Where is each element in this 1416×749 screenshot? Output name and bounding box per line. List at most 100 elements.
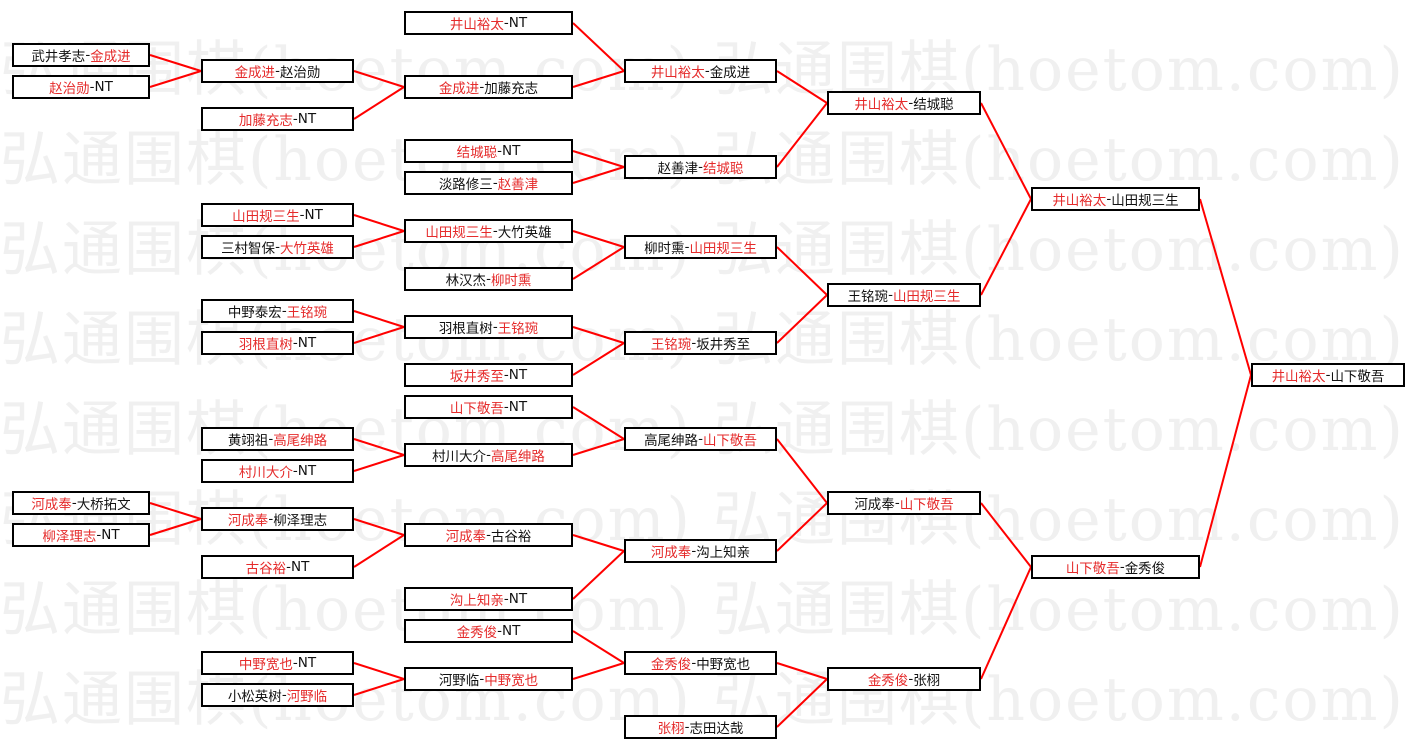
match-box: 金成进 - 赵治勋	[201, 59, 354, 83]
player-a: 山下敬吾	[1065, 561, 1120, 577]
player-a: 坂井秀至	[449, 369, 504, 385]
player-a: 山下敬吾	[449, 401, 504, 417]
player-a: 河成奉	[445, 529, 487, 545]
player-b: 王铭琬	[497, 321, 539, 337]
separator: -	[292, 111, 298, 127]
player-a: 淡路修三	[438, 177, 493, 193]
connector-line	[353, 534, 405, 568]
player-b: 山田规三生	[1111, 193, 1179, 209]
connector-line	[1199, 374, 1252, 568]
player-a: 王铭琬	[847, 289, 889, 305]
match-box: 村川大介 - NT	[201, 459, 354, 483]
separator: -	[704, 63, 710, 79]
player-b: 大桥拓文	[76, 497, 131, 513]
player-b: NT	[297, 655, 317, 671]
match-box: 金秀俊 - 中野宽也	[624, 651, 777, 675]
connector-line	[353, 86, 405, 120]
match-box: 张栩 - 志田达哉	[624, 715, 777, 739]
player-a: 井山裕太	[1052, 193, 1107, 209]
match-box: 中野宽也 - NT	[201, 651, 354, 675]
connector-line	[776, 678, 828, 728]
connector-line	[353, 230, 405, 248]
separator: -	[96, 527, 102, 543]
match-box: 河成奉 - 山下敬吾	[827, 491, 981, 515]
match-box: 古谷裕 - NT	[201, 555, 354, 579]
match-box: 山田规三生 - NT	[201, 203, 354, 227]
separator: -	[71, 495, 77, 511]
separator: -	[1106, 191, 1112, 207]
player-b: 志田达哉	[689, 721, 744, 737]
match-box: 山田规三生 - 大竹英雄	[404, 219, 573, 243]
match-box: 柳泽理志 - NT	[12, 523, 150, 547]
separator: -	[503, 399, 509, 415]
match-box: 山下敬吾 - NT	[404, 395, 573, 419]
player-b: 山下敬吾	[1330, 369, 1385, 385]
player-b: 古谷裕	[490, 529, 532, 545]
player-b: 中野宽也	[696, 657, 751, 673]
match-box: 井山裕太 - 金成进	[624, 59, 777, 83]
connector-line	[353, 678, 405, 696]
match-box: 柳时熏 - 山田规三生	[624, 235, 777, 259]
match-box: 赵善津 - 结城聪	[624, 155, 777, 179]
separator: -	[908, 671, 914, 687]
match-box: 河成奉 - 大桥拓文	[12, 491, 150, 515]
player-a: 河成奉	[650, 545, 692, 561]
player-b: 金成进	[709, 65, 751, 81]
player-b: 金秀俊	[1124, 561, 1166, 577]
connector-line	[776, 438, 828, 504]
match-box: 沟上知亲 - NT	[404, 587, 573, 611]
match-box: 王铭琬 - 坂井秀至	[624, 331, 777, 355]
player-b: NT	[291, 559, 310, 575]
separator: -	[486, 447, 491, 463]
player-b: 坂井秀至	[696, 337, 751, 353]
player-a: 结城聪	[456, 145, 498, 161]
separator: -	[299, 207, 305, 223]
connector-line	[353, 438, 405, 456]
connector-line	[149, 518, 202, 536]
separator: -	[89, 79, 95, 95]
separator: -	[503, 367, 509, 383]
player-b: 河野临	[286, 689, 328, 705]
player-a: 林汉杰	[445, 273, 487, 289]
player-a: 赵善津	[657, 161, 699, 177]
separator: -	[492, 175, 498, 191]
connector-line	[149, 502, 202, 520]
separator: -	[275, 239, 280, 255]
match-box: 金秀俊 - NT	[404, 619, 573, 643]
player-b: NT	[508, 15, 528, 31]
player-a: 井山裕太	[854, 97, 909, 113]
watermark-text: 弘通围棋(hoetom.com) 弘通围棋(hoetom.com) 弘通围棋(h…	[0, 575, 1416, 645]
player-a: 赵治勋	[49, 81, 90, 97]
separator: -	[85, 47, 91, 63]
connector-line	[572, 342, 625, 376]
separator: -	[503, 15, 509, 31]
separator: -	[1325, 367, 1331, 383]
match-box: 淡路修三 - 赵善津	[404, 171, 573, 195]
separator: -	[292, 655, 298, 671]
player-a: 羽根直树	[238, 337, 293, 353]
connector-line	[572, 534, 625, 552]
separator: -	[503, 591, 509, 607]
player-a: 中野宽也	[238, 657, 293, 673]
match-box: 河成奉 - 沟上知亲	[624, 539, 777, 563]
player-a: 沟上知亲	[449, 593, 504, 609]
player-b: 高尾绅路	[490, 449, 545, 465]
match-box: 河成奉 - 古谷裕	[404, 523, 573, 547]
match-box: 三村智保 - 大竹英雄	[201, 235, 354, 259]
player-a: 王铭琬	[650, 337, 692, 353]
player-b: 山田规三生	[689, 241, 757, 257]
connector-line	[353, 662, 405, 680]
match-box: 高尾绅路 - 山下敬吾	[624, 427, 777, 451]
connector-line	[353, 326, 405, 344]
separator: -	[479, 671, 485, 687]
separator: -	[486, 527, 491, 543]
separator: -	[691, 543, 697, 559]
connector-line	[353, 70, 405, 88]
connector-line	[353, 518, 405, 536]
player-a: 井山裕太	[449, 17, 504, 33]
player-b: 王铭琬	[286, 305, 328, 321]
match-box: 金成进 - 加藤充志	[404, 75, 573, 99]
match-box: 村川大介 - 高尾绅路	[404, 443, 573, 467]
player-b: 中野宽也	[484, 673, 539, 689]
separator: -	[492, 223, 498, 239]
